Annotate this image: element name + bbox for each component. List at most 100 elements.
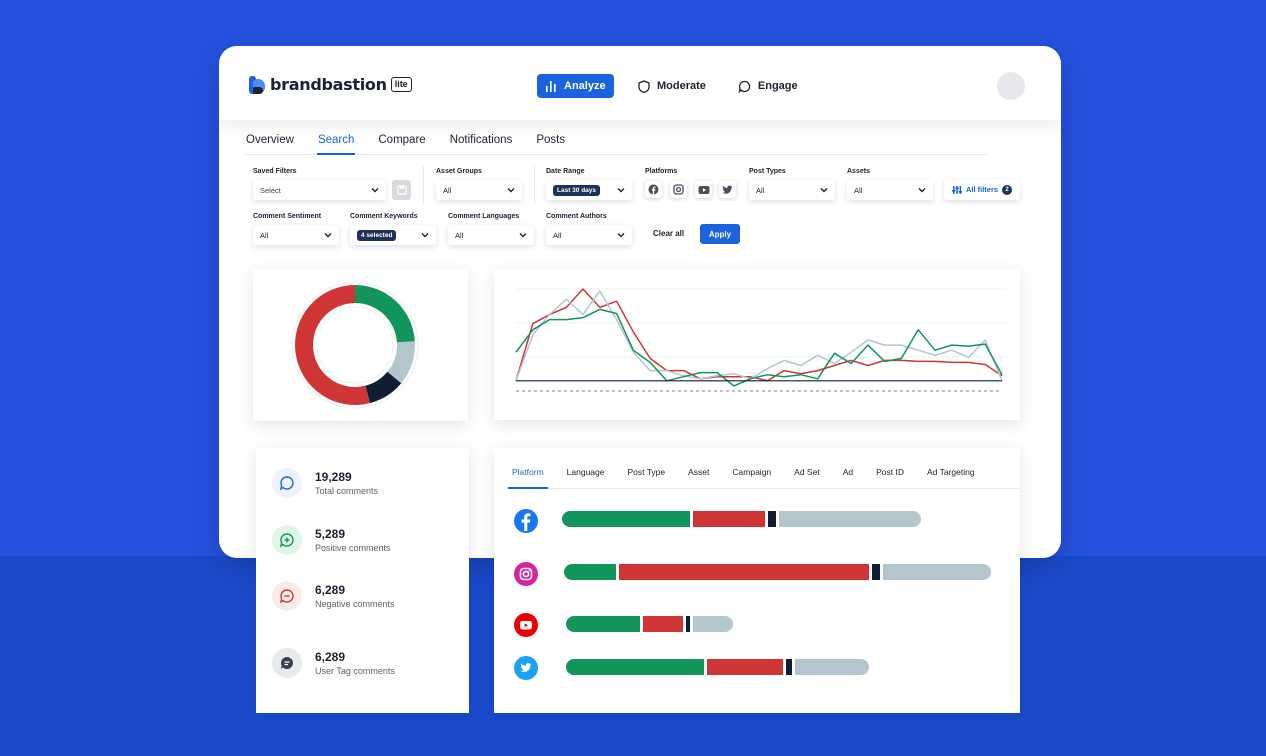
brand-name: brandbastion: [270, 75, 387, 94]
bar-segment-user-tag: [786, 659, 792, 675]
stat-value: 19,289: [315, 470, 352, 484]
series-line-negative[interactable]: [515, 288, 1003, 382]
nav-analyze[interactable]: Analyze: [537, 74, 614, 98]
tab-platform[interactable]: Platform: [508, 462, 548, 489]
bar-segment-negative: [693, 511, 765, 527]
platforms-label: Platforms: [645, 168, 678, 175]
instagram-icon: [673, 184, 684, 195]
chevron-down-icon: [519, 233, 527, 238]
shield-icon: [638, 79, 650, 93]
nav-engage[interactable]: Engage: [730, 74, 806, 98]
bar-segment-user-tag: [768, 511, 776, 527]
nav-moderate[interactable]: Moderate: [630, 74, 714, 98]
tab-language[interactable]: Language: [566, 467, 605, 477]
brand-logo-mark-icon: [249, 75, 265, 94]
comment-languages-label: Comment Languages: [448, 213, 520, 220]
chevron-down-icon: [507, 188, 515, 193]
positive-comment-icon: [272, 525, 302, 555]
assets-select[interactable]: All: [847, 180, 933, 200]
instagram-icon: [514, 562, 538, 586]
stat-total-comments: 19,289 Total comments: [272, 468, 378, 498]
tab-notifications[interactable]: Notifications: [449, 134, 513, 146]
tab-ad-set[interactable]: Ad Set: [794, 467, 820, 477]
apply-button[interactable]: Apply: [700, 224, 740, 244]
stat-label: Total comments: [315, 486, 379, 496]
comment-sentiment-value: All: [260, 230, 269, 240]
series-line-positive[interactable]: [515, 308, 1003, 387]
tab-compare[interactable]: Compare: [378, 134, 426, 146]
bar-segment-negative: [707, 659, 783, 675]
bar-segment-user-tag: [872, 564, 880, 580]
date-range-value: Last 30 days: [553, 184, 601, 196]
tab-overview[interactable]: Overview: [246, 134, 294, 146]
comment-languages-value: All: [455, 230, 464, 240]
post-types-select[interactable]: All: [749, 180, 835, 200]
bar-segment-neutral: [795, 659, 869, 675]
sentiment-trend-chart: [515, 288, 1006, 392]
chevron-down-icon: [324, 233, 332, 238]
post-types-value: All: [756, 185, 765, 195]
clear-all-button[interactable]: Clear all: [653, 229, 685, 238]
bar-segment-positive: [566, 616, 640, 632]
youtube-icon: [514, 613, 538, 637]
sliders-icon: [951, 185, 962, 194]
save-filter-button[interactable]: [392, 180, 411, 200]
comment-keywords-label: Comment Keywords: [350, 213, 418, 220]
top-bar: brandbastion lite Analyze Moderate: [219, 46, 1061, 120]
chevron-down-icon: [617, 188, 625, 193]
brand-logo[interactable]: brandbastion lite: [249, 75, 412, 94]
comment-sentiment-select[interactable]: All: [253, 225, 339, 245]
comment-authors-select[interactable]: All: [546, 225, 632, 245]
main-nav: Analyze Moderate Engage: [537, 74, 822, 98]
twitter-icon: [722, 185, 733, 194]
tab-ad[interactable]: Ad: [842, 467, 854, 477]
asset-groups-select[interactable]: All: [436, 180, 522, 200]
tab-posts[interactable]: Posts: [536, 134, 566, 146]
comment-authors-label: Comment Authors: [546, 213, 607, 220]
platform-filter-twitter[interactable]: [719, 181, 736, 198]
asset-groups-value: All: [443, 185, 452, 195]
donut-slice-positive[interactable]: [355, 285, 415, 343]
filter-divider: [534, 166, 535, 204]
comment-stats-card: 19,289 Total comments 5,289 Positive com…: [256, 448, 469, 713]
tab-search[interactable]: Search: [316, 132, 356, 155]
donut-outer-ring: [291, 281, 419, 409]
series-line-neutral[interactable]: [515, 290, 1003, 382]
tab-asset[interactable]: Asset: [688, 467, 710, 477]
tab-ad-targeting[interactable]: Ad Targeting: [926, 467, 975, 477]
all-filters-button[interactable]: All filters 2: [944, 179, 1020, 200]
donut-slice-user-tag[interactable]: [365, 371, 402, 404]
platform-filter-instagram[interactable]: [670, 181, 687, 198]
platform-breakdown-card: Platform Language Post Type Asset Campai…: [494, 448, 1020, 713]
comment-languages-select[interactable]: All: [448, 225, 534, 245]
tab-campaign[interactable]: Campaign: [732, 467, 772, 477]
chat-bubble-icon: [738, 80, 751, 93]
platform-filter-facebook[interactable]: [645, 181, 662, 198]
twitter-icon: [514, 656, 538, 680]
stat-value: 6,289: [315, 650, 346, 664]
donut-slice-neutral[interactable]: [387, 341, 415, 384]
chevron-down-icon: [421, 233, 429, 238]
comment-keywords-select[interactable]: 4 selected: [350, 225, 436, 245]
bar-segment-negative: [643, 616, 683, 632]
sentiment-donut-chart: [291, 281, 419, 409]
chevron-down-icon: [918, 188, 926, 193]
stat-user-tag-comments: 6,289 User Tag comments: [272, 648, 395, 678]
date-range-select[interactable]: Last 30 days: [546, 180, 632, 200]
tab-post-id[interactable]: Post ID: [876, 467, 904, 477]
donut-slice-negative[interactable]: [295, 285, 370, 405]
bar-chart-icon: [546, 81, 556, 92]
bar-segment-positive: [566, 659, 704, 675]
saved-filters-select[interactable]: Select: [253, 180, 386, 200]
user-tag-comment-icon: [272, 648, 302, 678]
facebook-icon: [514, 509, 538, 533]
stat-value: 5,289: [315, 527, 346, 541]
date-range-label: Date Range: [546, 168, 585, 175]
chevron-down-icon: [820, 188, 828, 193]
nav-engage-label: Engage: [757, 80, 798, 92]
tab-post-type[interactable]: Post Type: [627, 467, 666, 477]
platform-filter-youtube[interactable]: [695, 181, 712, 198]
user-avatar[interactable]: [997, 72, 1025, 100]
bar-segment-neutral: [883, 564, 991, 580]
section-tabs: Overview Search Compare Notifications Po…: [245, 132, 987, 155]
